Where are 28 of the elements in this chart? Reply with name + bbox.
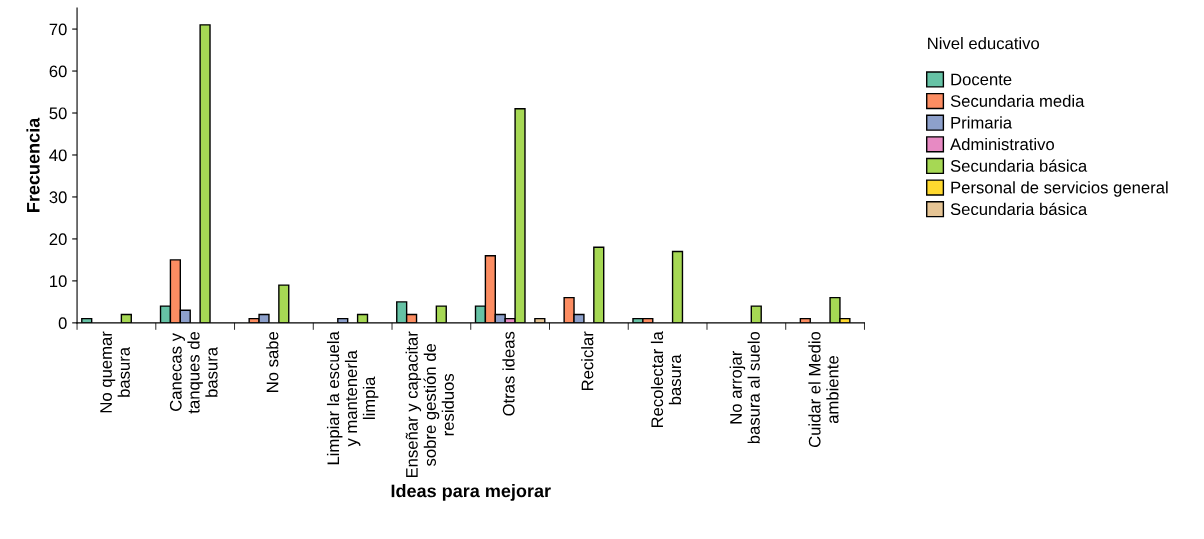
x-tick-label: Cuidar el Medio ambiente (808, 331, 839, 448)
x-axis-title: Ideas para mejorar (391, 484, 551, 501)
legend-label: Secundaria básica (950, 159, 1088, 172)
x-tick-label: Otras ideas (502, 331, 515, 416)
x-tick-label: No quemar basura (100, 331, 130, 413)
x-tick-label: Reciclar (581, 331, 594, 391)
x-tick-label: Recolectar la basura (650, 331, 682, 428)
y-tick-label: 20 (49, 233, 67, 246)
legend-label: Secundaria media (950, 94, 1085, 107)
y-axis-title: Frecuencia (26, 117, 40, 212)
y-tick-label: 10 (50, 275, 67, 288)
y-tick-label: 50 (49, 107, 67, 120)
y-tick-label: 70 (49, 23, 67, 36)
x-tick-label: Enseñar y capacitar sobre gestión de residuos (405, 331, 454, 478)
legend-label: Personal de servicios general (951, 181, 1168, 197)
y-tick-label: 40 (49, 149, 67, 162)
legend-label: Secundaria básica (950, 202, 1088, 216)
x-tick-label: Limpiar la escuela y mantenerla limpia (326, 331, 379, 465)
y-tick-label: 60 (49, 65, 67, 78)
x-tick-label: Canecas y tanques de basura (169, 331, 218, 414)
legend-label: Docente (951, 73, 1012, 86)
y-tick-label: 0 (58, 317, 67, 330)
legend-label: Administrativo (950, 137, 1055, 151)
legend-label: Primaria (951, 116, 1013, 129)
y-tick-label: 30 (49, 191, 67, 204)
legend-title: Nivel educativo (928, 37, 1040, 50)
x-tick-label: No sabe (266, 331, 279, 392)
x-tick-label: No arrojar basura al suelo (729, 331, 760, 444)
